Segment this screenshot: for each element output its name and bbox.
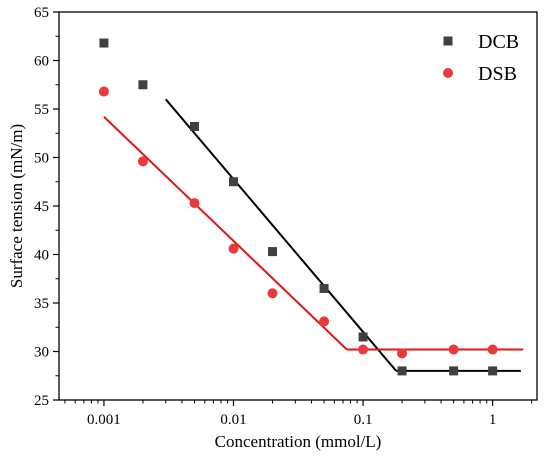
dsb-point xyxy=(487,344,498,355)
data-markers xyxy=(98,38,498,376)
y-tick-label: 45 xyxy=(34,199,49,215)
x-tick-label: 0.1 xyxy=(354,412,373,428)
dcb-point xyxy=(228,177,238,187)
y-tick-label: 40 xyxy=(34,248,49,264)
dsb-point xyxy=(448,344,459,355)
dsb-point xyxy=(358,344,369,355)
y-axis: 25 30 35 40 45 50 55 60 65 xyxy=(34,5,59,409)
x-tick-label: 0.01 xyxy=(220,412,246,428)
dsb-point xyxy=(137,156,148,167)
dsb-point xyxy=(189,198,200,209)
dcb-point xyxy=(319,283,329,293)
legend: DCB DSB xyxy=(443,31,519,85)
dcb-point xyxy=(397,366,407,376)
dcb-point xyxy=(138,80,148,90)
y-tick-label: 35 xyxy=(34,296,49,312)
legend-marker-dsb xyxy=(443,68,453,78)
plot-border xyxy=(58,11,538,401)
dcb-point xyxy=(99,38,109,48)
y-axis-title: Surface tension (mN/m) xyxy=(7,124,26,288)
y-tick-label: 30 xyxy=(34,345,49,361)
y-tick-label: 60 xyxy=(34,54,49,70)
y-tick-label: 25 xyxy=(34,393,49,409)
y-tick-label: 50 xyxy=(34,151,49,167)
dsb-point xyxy=(98,86,109,97)
y-tick-label: 55 xyxy=(34,102,49,118)
dsb-point xyxy=(228,243,239,254)
fit-line xyxy=(103,116,348,351)
dcb-point xyxy=(358,332,368,342)
legend-label-dcb: DCB xyxy=(478,31,519,53)
dsb-point xyxy=(319,316,330,327)
dcb-point xyxy=(488,366,498,376)
plot-frame xyxy=(58,11,538,401)
dcb-point xyxy=(449,366,459,376)
x-tick-label: 0.001 xyxy=(87,412,121,428)
x-tick-label: 1 xyxy=(489,412,497,428)
dsb-point xyxy=(267,288,278,299)
dcb-point xyxy=(189,121,199,131)
legend-marker-dcb xyxy=(443,36,453,46)
legend-label-dsb: DSB xyxy=(478,63,517,85)
dcb-point xyxy=(268,247,278,257)
dsb-point xyxy=(397,348,408,359)
y-tick-label: 65 xyxy=(34,5,49,21)
x-axis: 0.001 0.01 0.1 1 xyxy=(64,400,533,428)
fit-lines xyxy=(103,98,524,372)
x-axis-title: Concentration (mmol/L) xyxy=(215,432,382,451)
fit-line xyxy=(164,98,397,372)
